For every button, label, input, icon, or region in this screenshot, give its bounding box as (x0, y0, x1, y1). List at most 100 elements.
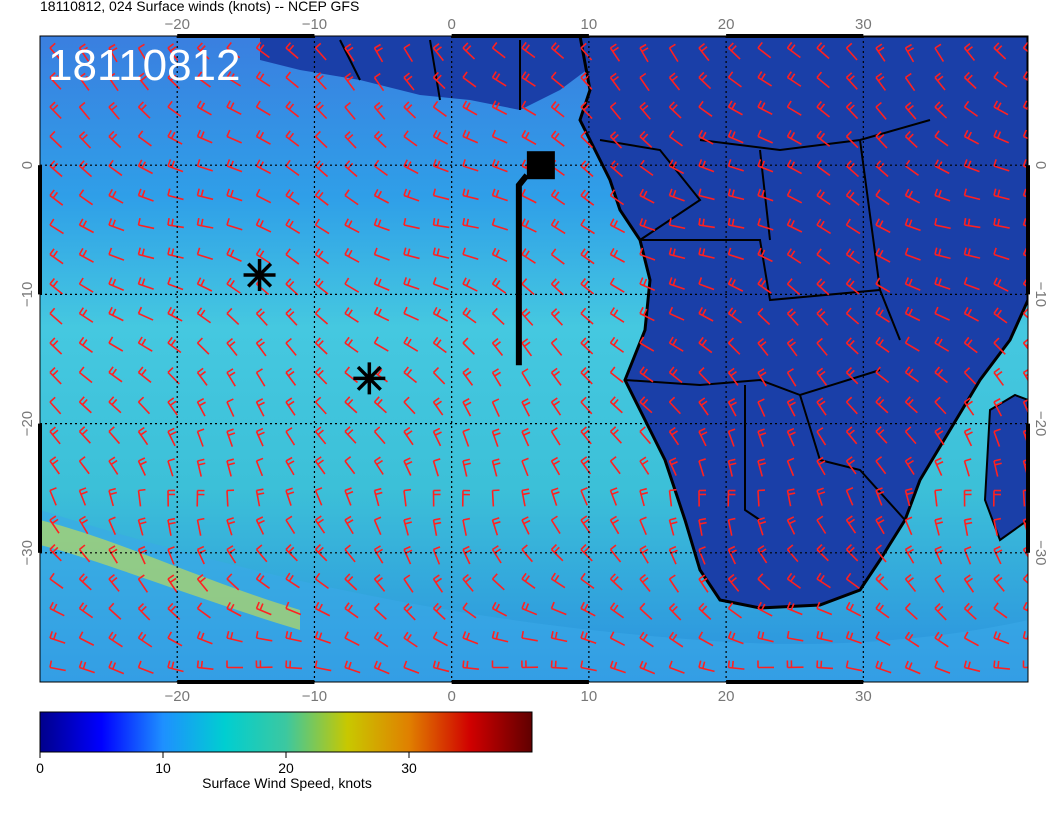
wind-barb (432, 129, 449, 145)
wind-barb (373, 247, 390, 261)
lon-label-top: 0 (447, 16, 455, 33)
wind-barb (963, 247, 981, 259)
wind-barb (580, 189, 595, 206)
wind-barb (609, 426, 622, 444)
wind-barb (255, 660, 273, 669)
square-marker (515, 151, 555, 366)
wind-barb (727, 573, 740, 592)
wind-barb (550, 189, 566, 206)
wind-barb (108, 456, 119, 475)
wind-barb (167, 306, 183, 322)
wind-barb (462, 458, 471, 477)
wind-barb (875, 307, 890, 323)
wind-barb (255, 427, 265, 447)
wind-barb (639, 487, 649, 507)
wind-barb (521, 100, 537, 116)
wind-barb (491, 458, 501, 477)
wind-barb (934, 306, 950, 321)
wind-barb (963, 159, 980, 173)
wind-barb (403, 247, 420, 260)
wind-barb (344, 396, 358, 414)
wind-barb (314, 218, 330, 235)
wind-barb (550, 515, 561, 534)
wind-barb (285, 456, 295, 476)
wind-barb (137, 488, 146, 507)
wind-barb (786, 130, 802, 146)
wind-barb (668, 72, 681, 91)
wind-barb (963, 602, 977, 620)
wind-barb (580, 631, 597, 644)
wind-barb (786, 488, 796, 507)
wind-barb (550, 248, 565, 265)
wind-barb (550, 572, 566, 589)
wind-barb (462, 71, 477, 88)
wind-barb (373, 130, 387, 149)
wind-barb (491, 71, 507, 87)
wind-barb (934, 426, 945, 446)
wind-barb (845, 248, 861, 265)
wind-barb (698, 517, 707, 536)
wind-barb (491, 307, 505, 326)
wind-barb (78, 189, 94, 206)
wind-barb (432, 602, 446, 620)
wind-barb (934, 336, 950, 352)
wind-barb (904, 602, 918, 620)
wind-barb (963, 43, 976, 62)
wind-barb (550, 427, 561, 446)
wind-barb (875, 396, 889, 414)
wind-barb (344, 131, 357, 149)
wind-barb (462, 631, 479, 645)
wind-barb (550, 367, 562, 386)
lon-label-top: −20 (164, 16, 189, 33)
wind-barb (108, 188, 124, 204)
wind-barbs (49, 41, 1028, 675)
wind-barb (521, 544, 533, 563)
wind-barb (904, 516, 913, 536)
wind-barb (904, 426, 917, 445)
wind-barb (757, 159, 774, 173)
wind-barb (580, 601, 596, 617)
wind-barb (167, 574, 178, 593)
wind-barb (521, 516, 531, 535)
wind-barb (196, 100, 212, 116)
wind-barb (816, 572, 831, 589)
wind-barb (78, 426, 91, 444)
wind-barb (993, 247, 1010, 261)
wind-barb (78, 487, 88, 506)
africa-land (578, 36, 1028, 610)
wind-barb (226, 100, 242, 115)
wind-barb (196, 573, 209, 592)
wind-barb (963, 397, 975, 416)
wind-barb (992, 489, 1002, 507)
wind-barb (49, 72, 62, 90)
wind-barb (816, 397, 827, 416)
wind-barb (1022, 338, 1028, 351)
wind-barb (373, 456, 384, 475)
wind-barb (757, 631, 774, 643)
wind-barb (993, 458, 1002, 477)
wind-barb (727, 458, 737, 477)
wind-barb (698, 574, 709, 593)
wind-barb (108, 516, 117, 536)
wind-barb (639, 336, 655, 352)
wind-barb (845, 660, 863, 672)
wind-barb (167, 336, 182, 354)
wind-barb (609, 456, 621, 475)
wind-barb (550, 308, 564, 326)
wind-barb (786, 516, 796, 535)
lat-label-left: −30 (19, 540, 36, 565)
wind-barb (462, 277, 478, 292)
wind-barb (462, 100, 478, 116)
wind-barb (875, 426, 888, 444)
wind-barb (786, 100, 802, 116)
wind-barb (314, 367, 328, 385)
wind-barb (668, 574, 680, 593)
wind-barb (137, 366, 152, 384)
wind-barb (49, 248, 64, 265)
wind-barb (344, 72, 356, 91)
wind-barb (668, 336, 684, 352)
wind-barb (491, 573, 505, 591)
wind-barb (727, 602, 742, 619)
wind-barb (344, 189, 359, 206)
map-panel: 18110812 (40, 36, 1028, 682)
